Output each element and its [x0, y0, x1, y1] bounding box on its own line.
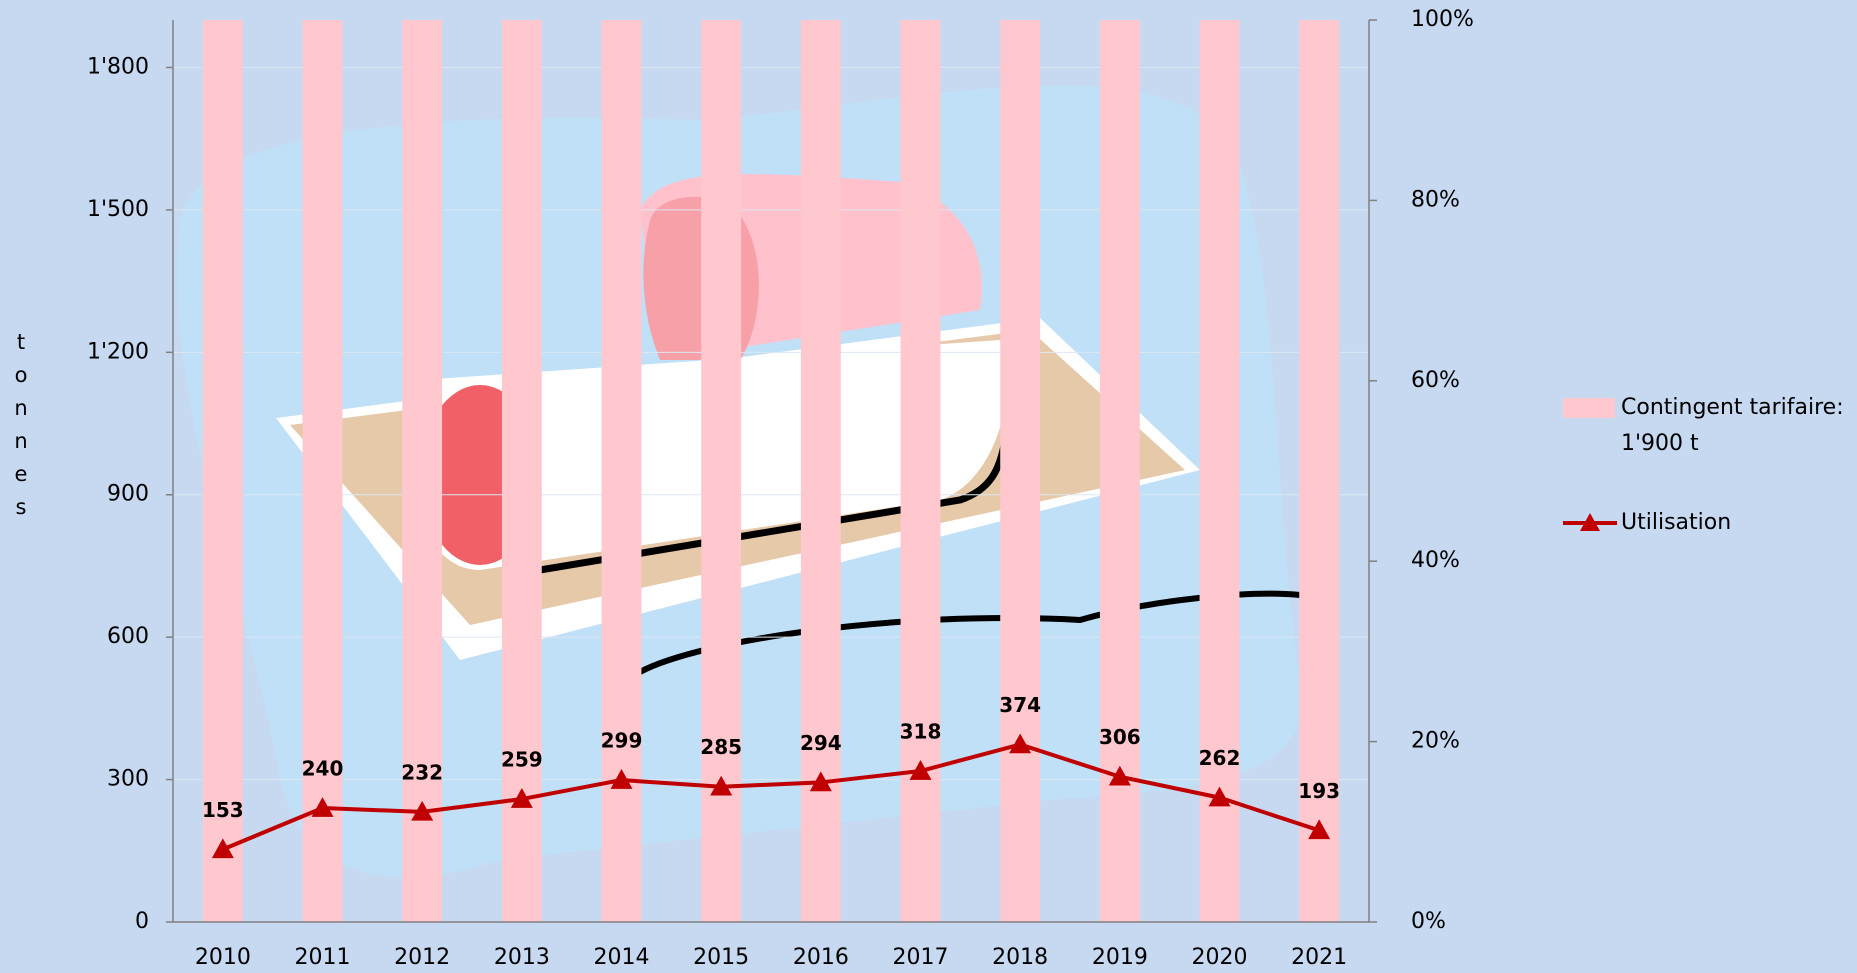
y-tick-label: 1'800 [87, 54, 149, 79]
x-tick-label: 2018 [992, 945, 1048, 970]
y-tick-label: 900 [107, 482, 149, 507]
bar [1100, 20, 1140, 922]
data-label: 374 [999, 693, 1041, 717]
page: {"chart_data": {"type": "bar-line", "y_a… [0, 0, 1857, 973]
x-tick-label: 2014 [594, 945, 650, 970]
data-label: 299 [601, 729, 643, 753]
data-label: 294 [800, 731, 842, 755]
x-tick-label: 2016 [793, 945, 849, 970]
data-label: 232 [401, 760, 443, 784]
data-label: 262 [1199, 746, 1241, 770]
x-tick-label: 2012 [394, 945, 450, 970]
legend-label: Contingent tarifaire: 1'900 t [1621, 390, 1851, 462]
y2-tick-label: 0% [1411, 909, 1446, 934]
y-tick-label: 600 [107, 624, 149, 649]
y-axis-title: tonnes [14, 326, 28, 524]
x-tick-label: 2011 [295, 945, 351, 970]
bar [203, 20, 243, 922]
data-label: 193 [1298, 779, 1340, 803]
y2-tick-label: 20% [1411, 729, 1460, 754]
y2-tick-label: 40% [1411, 548, 1460, 573]
y2-tick-label: 60% [1411, 368, 1460, 393]
y2-tick-label: 100% [1411, 7, 1474, 32]
data-label: 259 [501, 748, 543, 772]
bar [303, 20, 343, 922]
y-tick-label: 1'200 [87, 339, 149, 364]
x-tick-label: 2021 [1291, 945, 1347, 970]
bar [1000, 20, 1040, 922]
legend-label: Utilisation [1621, 505, 1731, 541]
y-tick-label: 300 [107, 767, 149, 792]
y-tick-label: 0 [135, 909, 149, 934]
legend-swatch [1563, 398, 1615, 418]
x-tick-label: 2013 [494, 945, 550, 970]
x-tick-label: 2019 [1092, 945, 1148, 970]
data-label: 285 [700, 735, 742, 759]
bar [901, 20, 941, 922]
data-label: 153 [202, 798, 244, 822]
y-tick-label: 1'500 [87, 197, 149, 222]
data-label: 318 [900, 720, 942, 744]
data-label: 306 [1099, 725, 1141, 749]
y2-tick-label: 80% [1411, 187, 1460, 212]
x-tick-label: 2020 [1192, 945, 1248, 970]
bar [502, 20, 542, 922]
x-tick-label: 2017 [893, 945, 949, 970]
x-tick-label: 2015 [693, 945, 749, 970]
x-tick-label: 2010 [195, 945, 251, 970]
bar [402, 20, 442, 922]
data-label: 240 [302, 757, 344, 781]
chart: 0 300 600 900 1'200 1'500 1'800 0% 20% 40% 60% 80% 1… [0, 0, 1857, 973]
